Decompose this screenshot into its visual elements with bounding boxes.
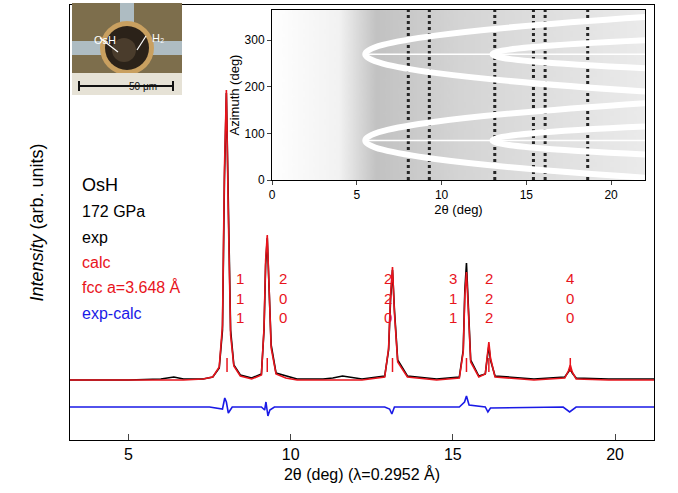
svg-text:2θ (deg): 2θ (deg)	[434, 202, 482, 217]
svg-text:2θ (deg) (λ=0.2952 Å): 2θ (deg) (λ=0.2952 Å)	[284, 465, 440, 483]
svg-text:100: 100	[245, 127, 265, 141]
svg-text:0: 0	[269, 188, 276, 202]
svg-text:fcc a=3.648 Å: fcc a=3.648 Å	[82, 278, 181, 296]
svg-text:200: 200	[279, 270, 287, 326]
svg-text:exp-calc: exp-calc	[82, 305, 142, 322]
svg-text:0: 0	[258, 173, 265, 187]
svg-text:5: 5	[124, 446, 133, 463]
svg-text:Azimuth (deg): Azimuth (deg)	[227, 55, 242, 136]
svg-text:OsH: OsH	[94, 34, 116, 46]
svg-text:220: 220	[384, 270, 392, 326]
svg-text:50 μm: 50 μm	[129, 81, 157, 92]
svg-text:10: 10	[282, 446, 300, 463]
svg-text:111: 111	[236, 270, 244, 326]
svg-text:5: 5	[353, 188, 360, 202]
svg-text:311: 311	[449, 270, 457, 326]
svg-text:20: 20	[604, 188, 618, 202]
svg-text:222: 222	[485, 270, 493, 326]
svg-text:10: 10	[435, 188, 449, 202]
svg-text:exp: exp	[82, 229, 108, 246]
svg-text:OsH: OsH	[82, 175, 118, 195]
svg-text:20: 20	[606, 446, 624, 463]
svg-text:Intensity (arb. units): Intensity (arb. units)	[27, 143, 47, 301]
svg-text:300: 300	[245, 33, 265, 47]
svg-text:H₂: H₂	[152, 32, 164, 44]
svg-text:400: 400	[566, 270, 574, 326]
svg-text:15: 15	[520, 188, 534, 202]
svg-text:200: 200	[245, 80, 265, 94]
svg-text:15: 15	[444, 446, 462, 463]
svg-text:calc: calc	[82, 254, 110, 271]
svg-text:172 GPa: 172 GPa	[82, 203, 145, 220]
